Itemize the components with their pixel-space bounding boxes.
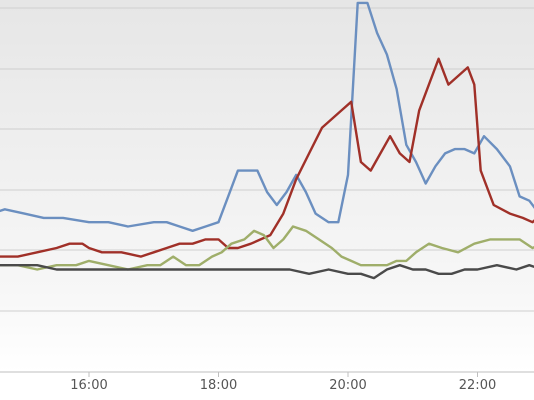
x-tick-label: 16:00 xyxy=(70,378,107,393)
series-lines xyxy=(0,1,534,280)
x-tick-label: 18:00 xyxy=(200,378,237,393)
series-line-2 xyxy=(0,57,534,258)
x-tick-label: 20:00 xyxy=(329,378,366,393)
x-axis: 16:00 18:00 20:00 22:00 xyxy=(0,371,534,393)
series-line-4 xyxy=(0,264,534,280)
x-tick-label: 22:00 xyxy=(459,378,496,393)
series-line-3 xyxy=(0,225,534,271)
series-line-1 xyxy=(0,1,534,232)
plot-area xyxy=(0,0,534,372)
